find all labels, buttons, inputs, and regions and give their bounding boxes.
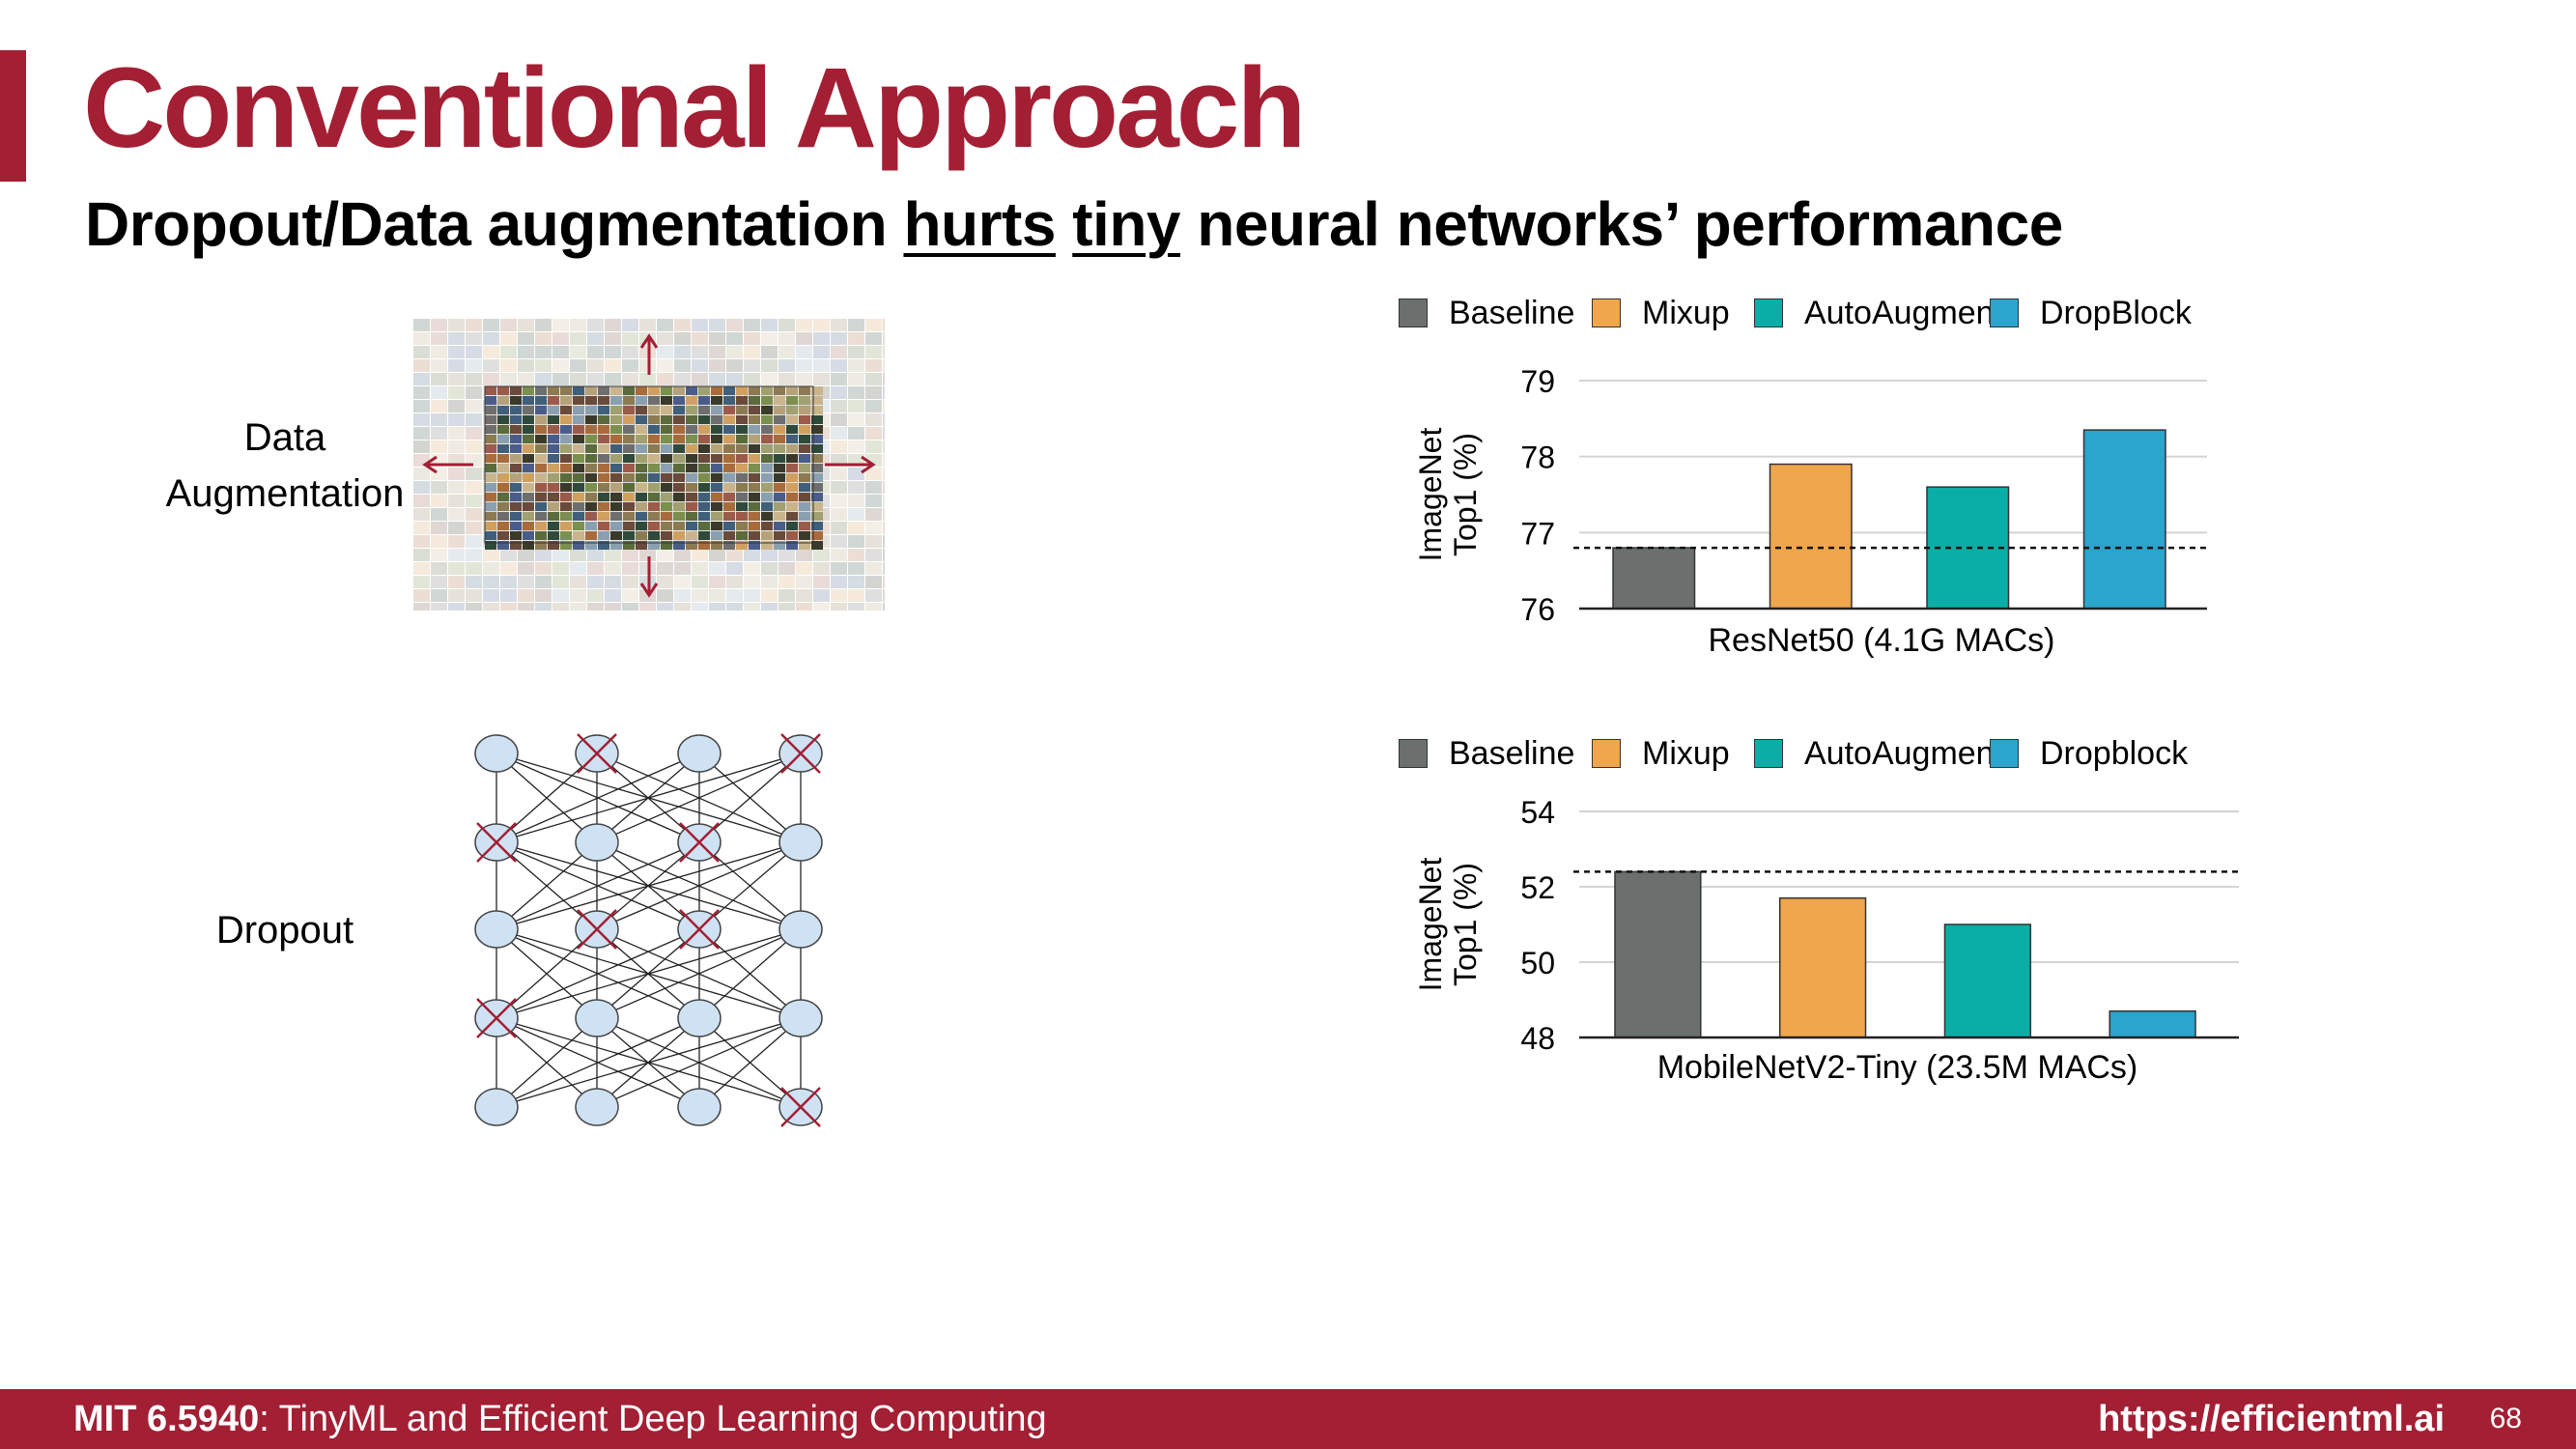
bar-dropblock [2082, 429, 2166, 610]
aug-label-line2: Augmentation [165, 472, 405, 515]
x-axis-label: ResNet50 (4.1G MACs) [1709, 622, 2055, 659]
course-code: MIT 6.5940 [73, 1399, 260, 1439]
legend-item: Baseline [1399, 294, 1574, 332]
legend-item: DropBlock [1990, 294, 2192, 332]
subtitle-post: neural networks’ performance [1180, 189, 2063, 259]
chart-plot: 48 50 52 54 MobileNetV2-Tiny (23.5M MACs) Ima… [1413, 795, 2239, 1086]
page-subtitle: Dropout/Data augmentation hurts tiny neu… [85, 189, 2063, 261]
legend-swatch [1399, 739, 1428, 768]
legend-swatch [1990, 298, 2019, 327]
neuron-node [677, 1088, 722, 1126]
neuron-node [778, 1087, 823, 1127]
mobilenetv2-tiny-chart: Baseline Mixup AutoAugment Dropblock 48 50 52… [1372, 726, 2337, 1094]
neuron-node [677, 909, 722, 950]
x-axis-label: MobileNetV2-Tiny (23.5M MACs) [1657, 1049, 2138, 1086]
y-tick-label: 50 [1520, 946, 1555, 980]
y-tick-label: 79 [1520, 364, 1555, 399]
y-tick-label: 48 [1520, 1021, 1555, 1056]
subtitle-pre: Dropout/Data augmentation [85, 189, 904, 259]
legend-item: AutoAugment [1754, 734, 2003, 773]
neuron-node [474, 734, 519, 773]
legend-label: Mixup [1642, 294, 1730, 331]
neuron-node [677, 999, 722, 1037]
legend-label: DropBlock [2040, 294, 2192, 331]
neuron-node [474, 1088, 519, 1126]
subtitle-mid [1056, 189, 1072, 259]
neuron-node [677, 822, 722, 863]
network-nodes [474, 733, 823, 1127]
bar-mixup [1778, 896, 1867, 1038]
neuron-node [778, 823, 823, 862]
legend-swatch [1754, 739, 1783, 768]
network-edges [495, 753, 802, 1108]
footer-course: MIT 6.5940: TinyML and Efficient Deep Le… [73, 1399, 1047, 1440]
expand-arrows-icon [422, 333, 876, 598]
legend-item: AutoAugment [1754, 294, 2003, 332]
y-tick-label: 78 [1520, 440, 1555, 475]
y-tick-label: 76 [1520, 592, 1555, 627]
dropout-label: Dropout [215, 909, 354, 952]
legend-swatch [1754, 298, 1783, 327]
neuron-node [778, 999, 823, 1037]
legend-label: AutoAugment [1804, 734, 2004, 772]
legend-swatch [1592, 298, 1621, 327]
neuron-node [575, 999, 619, 1037]
neuron-node [575, 1088, 619, 1126]
data-augmentation-illustration [413, 319, 885, 611]
subtitle-hurts: hurts [903, 189, 1056, 259]
bar-baseline [1614, 870, 1702, 1038]
neuron-node [575, 823, 619, 862]
neuron-node [474, 822, 519, 863]
neuron-node [575, 909, 619, 950]
footer-bar: MIT 6.5940: TinyML and Efficient Deep Le… [0, 1389, 2576, 1449]
neuron-node [677, 734, 722, 773]
bar-mixup [1769, 463, 1853, 610]
legend-label: Baseline [1449, 294, 1575, 331]
legend-swatch [1592, 739, 1621, 768]
title-accent-bar [0, 50, 26, 182]
y-tick-label: 54 [1520, 795, 1555, 830]
bar-baseline [1612, 547, 1696, 610]
legend-label: Baseline [1449, 734, 1575, 772]
legend-swatch [1399, 298, 1428, 327]
chart-legend: Baseline Mixup AutoAugment DropBlock [1372, 286, 2241, 340]
legend-item: Mixup [1592, 734, 1730, 773]
aug-label-line1: Data [243, 416, 326, 459]
neuron-node [778, 733, 823, 774]
y-tick-label: 77 [1520, 516, 1555, 551]
legend-item: Dropblock [1990, 734, 2188, 773]
neuron-node [474, 998, 519, 1038]
neuron-node [778, 910, 823, 949]
legend-item: Baseline [1399, 734, 1574, 773]
page-title: Conventional Approach [83, 44, 1306, 172]
legend-item: Mixup [1592, 294, 1730, 332]
subtitle-tiny: tiny [1072, 189, 1180, 259]
y-tick-label: 52 [1520, 870, 1555, 905]
data-augmentation-label: Data Augmentation [155, 410, 415, 522]
y-axis-label: ImageNetTop1 (%) [1413, 858, 1483, 992]
chart-plot: 76 77 78 79 ResNet50 (4.1G MACs) ImageNetTop1… [1413, 364, 2207, 659]
legend-swatch [1990, 739, 2019, 768]
legend-label: Dropblock [2040, 734, 2189, 772]
legend-label: Mixup [1642, 734, 1730, 772]
legend-label: AutoAugment [1804, 294, 2004, 331]
page-number: 68 [2489, 1403, 2522, 1435]
bar-dropblock [2109, 1009, 2196, 1038]
bar-autoaugment [1943, 923, 2032, 1038]
chart-legend: Baseline Mixup AutoAugment Dropblock [1372, 726, 2241, 781]
footer-url-link[interactable]: https://efficientml.ai [2098, 1399, 2445, 1439]
neuron-node [474, 910, 519, 949]
dropout-network-illustration [474, 733, 823, 1127]
course-name: : TinyML and Efficient Deep Learning Com… [259, 1399, 1047, 1439]
y-axis-label: ImageNetTop1 (%) [1413, 428, 1483, 562]
image-mosaic [484, 385, 823, 550]
resnet50-chart: Baseline Mixup AutoAugment DropBlock 76 77 78… [1372, 286, 2337, 672]
neuron-node [575, 733, 619, 774]
